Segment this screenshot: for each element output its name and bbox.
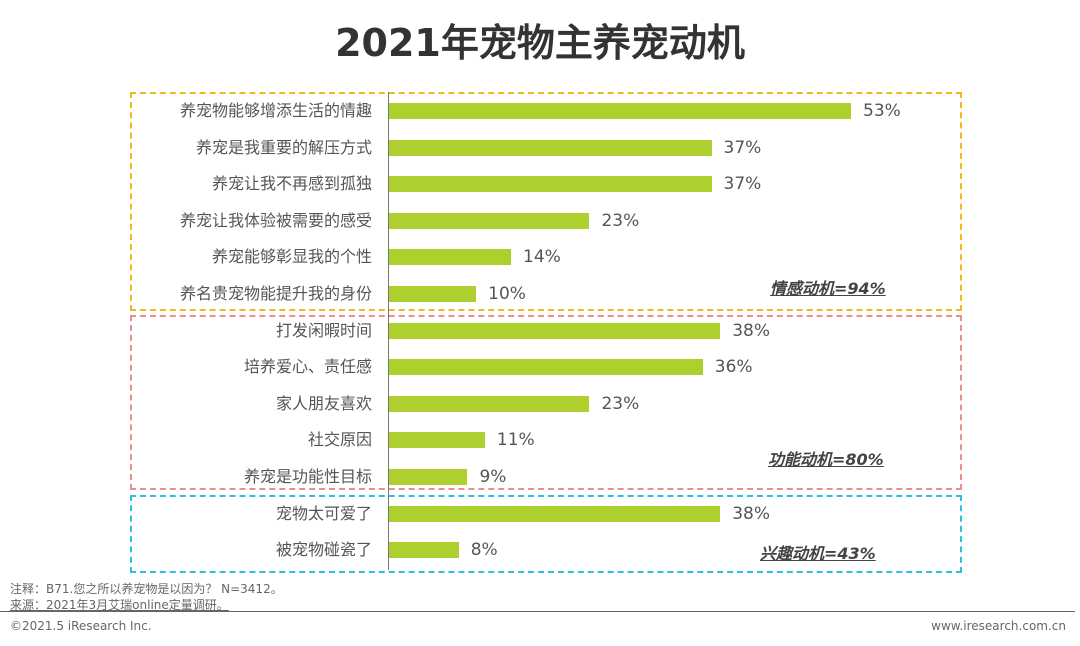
data-label: 11% (496, 430, 535, 451)
data-label: 53% (863, 101, 901, 121)
data-label: 10% (488, 284, 526, 304)
bar (389, 286, 477, 302)
group-box (130, 92, 962, 311)
group-box (130, 315, 962, 490)
data-label: 9% (479, 467, 507, 487)
bar (389, 469, 468, 485)
category-label: 养宠是我重要的解压方式 (195, 137, 372, 157)
bar (389, 505, 721, 522)
category-label: 养名贵宠物能提升我的身份 (179, 284, 372, 303)
category-label: 打发闲暇时间 (275, 320, 372, 340)
data-label: 37% (723, 174, 762, 195)
chart-source: 来源：2021年3月艾瑞online定量调研。 (10, 598, 229, 612)
bar (389, 542, 459, 559)
category-label: 家人朋友喜欢 (275, 393, 372, 413)
group-summary: 情感动机=94% (770, 279, 886, 298)
category-label: 被宠物碰瓷了 (275, 540, 372, 560)
bar (389, 359, 703, 376)
data-label: 23% (601, 393, 640, 414)
data-label: 14% (523, 247, 561, 268)
category-label: 培养爱心、责任感 (243, 357, 372, 377)
footer-divider (0, 611, 1075, 612)
bar (389, 176, 712, 193)
data-label: 38% (732, 320, 771, 341)
data-label: 8% (470, 540, 498, 561)
bar (389, 103, 851, 119)
bar (389, 395, 590, 412)
category-label: 社交原因 (307, 430, 372, 450)
website: www.iresearch.com.cn (931, 619, 1066, 633)
category-label: 宠物太可爱了 (275, 503, 372, 523)
data-label: 38% (732, 503, 771, 524)
group-summary: 功能动机=80% (768, 450, 884, 469)
category-label: 养宠物能够增添生活的情趣 (179, 101, 372, 120)
category-axis-line (388, 92, 389, 570)
bar (389, 139, 712, 156)
bar (389, 322, 721, 339)
chart-title: 2021年宠物主养宠动机 (335, 21, 745, 65)
bar (389, 212, 590, 229)
category-label: 养宠能够彰显我的个性 (211, 247, 372, 267)
data-label: 36% (714, 357, 753, 378)
chart-note: 注释：B71.您之所以养宠物是以因为？ N=3412。 (10, 582, 283, 596)
data-label: 37% (723, 137, 762, 158)
category-label: 养宠是功能性目标 (243, 467, 372, 486)
group-summary: 兴趣动机=43% (760, 544, 876, 563)
bar (389, 249, 512, 266)
category-label: 养宠让我不再感到孤独 (211, 174, 372, 194)
category-label: 养宠让我体验被需要的感受 (179, 210, 372, 230)
group-box (130, 495, 962, 573)
copyright: ©2021.5 iResearch Inc. (10, 619, 152, 633)
bar (389, 432, 485, 449)
data-label: 23% (601, 210, 640, 231)
